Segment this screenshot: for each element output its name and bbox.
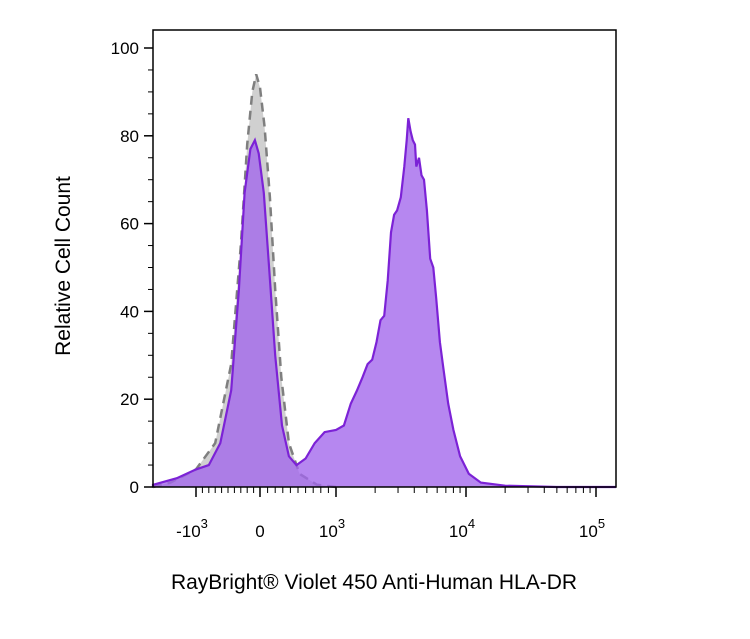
y-tick-label-20: 20 — [120, 390, 139, 409]
series-1-area — [153, 118, 616, 487]
ticks-layer: 0 20 40 60 80 100 -103 0 103 104 105 — [111, 39, 605, 541]
y-tick-label-60: 60 — [120, 215, 139, 234]
series-0-line — [152, 73, 337, 489]
plot-frame — [152, 29, 617, 488]
y-tick-label-40: 40 — [120, 302, 139, 321]
x-tick-label-2: 103 — [319, 516, 345, 541]
x-axis-title: RayBright® Violet 450 Anti-Human HLA-DR — [171, 571, 577, 594]
axes-layer — [152, 29, 617, 488]
x-tick-label-1: 0 — [255, 522, 264, 541]
y-tick-label-100: 100 — [111, 39, 139, 58]
x-tick-label-4: 105 — [579, 516, 605, 541]
y-tick-label-0: 0 — [130, 478, 139, 497]
x-tick-label-3: 104 — [449, 516, 475, 541]
series-1-line — [151, 118, 616, 489]
series-layer — [151, 73, 616, 489]
y-axis-title: Relative Cell Count — [52, 176, 75, 356]
y-tick-label-80: 80 — [120, 127, 139, 146]
x-tick-label-0: -103 — [176, 516, 208, 541]
